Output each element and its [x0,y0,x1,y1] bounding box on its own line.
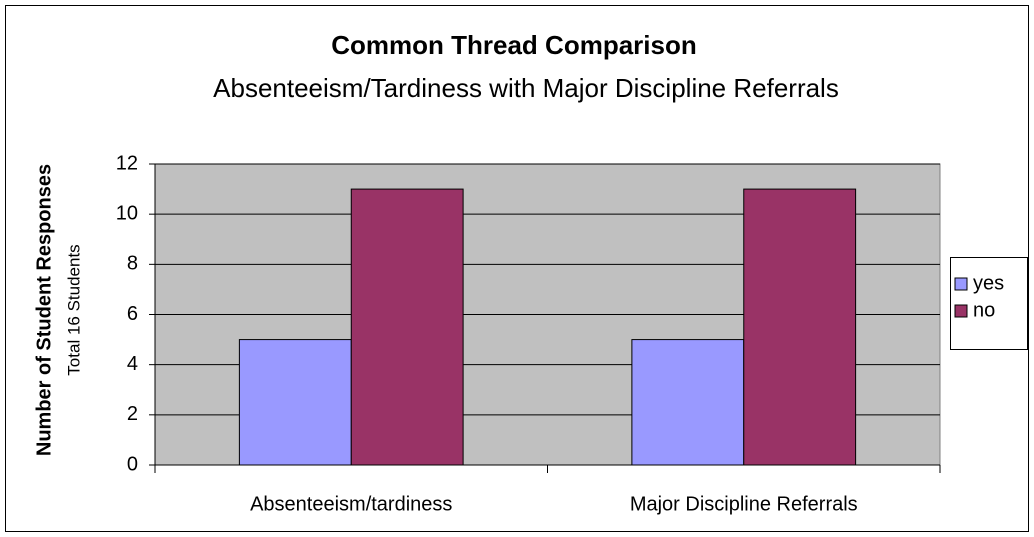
legend-label: yes [973,272,1004,294]
legend-label: no [973,299,995,321]
y-tick-label: 10 [116,202,138,224]
legend [950,257,1028,350]
y-tick-label: 6 [127,303,138,325]
bar [631,339,745,466]
legend-swatch [954,304,968,318]
y-tick-label: 0 [127,453,138,475]
y-axis-title: Number of Student Responses [33,164,55,456]
x-tick-label: Major Discipline Referrals [630,493,858,515]
y-tick-label: 12 [116,152,138,174]
y-tick-label: 8 [127,253,138,275]
y-tick-label: 2 [127,403,138,425]
bar [238,339,352,466]
bar [350,188,464,466]
y-tick-label: 4 [127,353,138,375]
chart-subtitle: Absenteeism/Tardiness with Major Discipl… [213,73,839,103]
bar [743,188,857,466]
legend-swatch [954,277,968,291]
y-axis-subtitle: Total 16 Students [64,244,83,375]
chart-title: Common Thread Comparison [331,30,696,60]
x-tick-label: Absenteeism/tardiness [250,493,452,515]
